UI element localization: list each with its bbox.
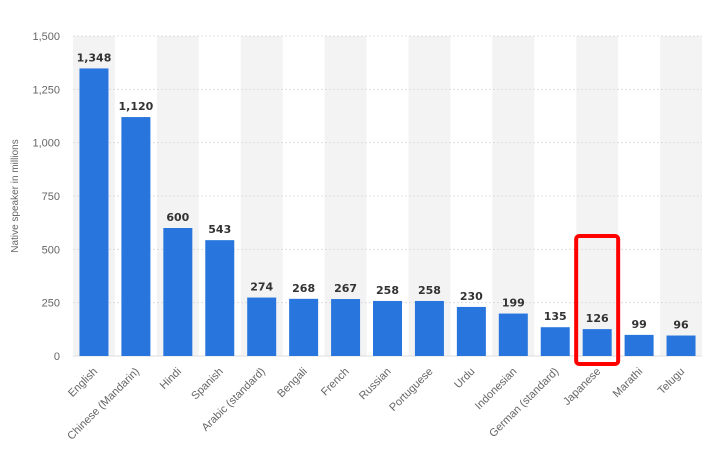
x-tick-label: Marathi — [611, 366, 645, 400]
y-axis-ticks: 0 250 500 750 1,000 1,250 1,500 — [32, 31, 60, 363]
x-tick-label: Bengali — [275, 366, 309, 400]
data-label: 258 — [376, 284, 399, 297]
bar — [247, 297, 277, 356]
data-label: 1,120 — [119, 100, 154, 113]
y-tick-label: 1,250 — [32, 84, 60, 96]
data-label: 600 — [166, 211, 189, 224]
y-tick-label: 1,000 — [32, 138, 60, 150]
x-tick-label: Spanish — [189, 366, 226, 403]
data-label: 126 — [586, 312, 609, 325]
x-tick-label: English — [66, 366, 100, 400]
y-axis-label: Native speaker in millions — [10, 139, 21, 252]
data-label: 543 — [208, 223, 231, 236]
data-label: 96 — [673, 319, 689, 332]
bar — [121, 117, 151, 356]
bar — [498, 313, 528, 356]
bar — [414, 300, 444, 356]
highlight-box-group — [574, 234, 621, 366]
data-label: 230 — [460, 290, 483, 303]
x-tick-label: Portuguese — [387, 366, 435, 414]
data-label: 268 — [292, 282, 315, 295]
y-tick-label: 250 — [42, 298, 60, 310]
x-tick-label: Japanese — [561, 366, 603, 408]
data-label: 99 — [631, 318, 646, 331]
data-label: 1,348 — [77, 51, 112, 64]
x-tick-label: Telugu — [656, 366, 687, 397]
data-labels: 1,348 1,120 600 543 274 268 267 258 258 230 199 135… — [77, 51, 689, 331]
highlight-box — [574, 234, 621, 366]
bars — [79, 68, 696, 356]
bar — [79, 68, 109, 356]
y-tick-label: 500 — [42, 244, 60, 256]
x-tick-label: German (standard) — [487, 366, 561, 440]
x-tick-label: Urdu — [452, 366, 477, 391]
data-label: 267 — [334, 282, 357, 295]
x-tick-label: French — [319, 366, 352, 399]
bar — [331, 299, 361, 356]
x-tick-label: Russian — [357, 366, 394, 403]
x-tick-label: Hindi — [158, 366, 184, 392]
bar — [163, 228, 193, 356]
data-label: 258 — [418, 284, 441, 297]
bar — [582, 329, 612, 356]
bar — [540, 327, 570, 356]
bar — [373, 300, 402, 356]
data-label: 199 — [502, 297, 525, 310]
bar — [205, 240, 235, 356]
y-tick-label: 750 — [42, 191, 60, 203]
y-tick-label: 1,500 — [32, 31, 60, 43]
data-label: 135 — [544, 310, 567, 323]
y-tick-label: 0 — [54, 351, 60, 363]
bar — [289, 298, 319, 356]
x-tick-label: Chinese (Mandarin) — [65, 366, 142, 443]
bar — [666, 335, 696, 356]
bar — [624, 334, 654, 356]
data-label: 274 — [250, 281, 273, 294]
bar — [456, 306, 486, 356]
